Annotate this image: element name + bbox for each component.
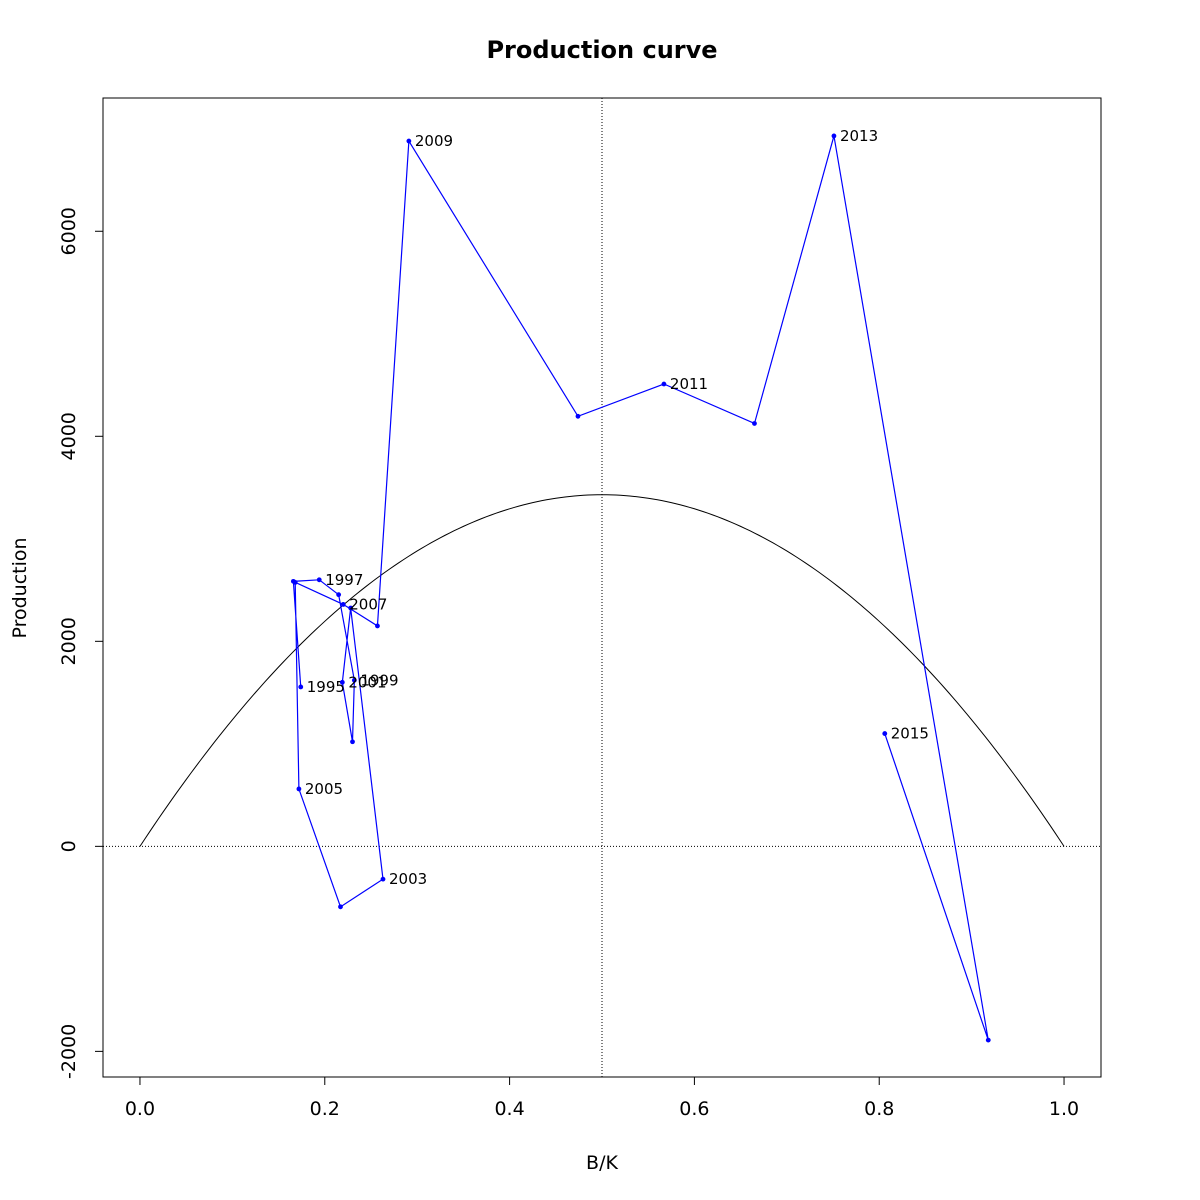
- y-axis: -2000 0 2000 4000 6000: [58, 207, 104, 1079]
- data-point-2006: [292, 579, 298, 585]
- data-point-2010: [575, 413, 581, 419]
- point-label-2001: 2001: [348, 673, 386, 691]
- point-label-2003: 2003: [389, 870, 427, 888]
- point-label-1995: 1995: [307, 678, 345, 696]
- x-axis-label: B/K: [586, 1152, 618, 1174]
- point-label-2015: 2015: [891, 725, 929, 743]
- data-point-2005: [296, 786, 302, 792]
- y-tick-label: 6000: [58, 207, 80, 255]
- data-point-2011: [661, 381, 667, 387]
- series-line: [292, 135, 989, 1041]
- data-point-1998: [336, 592, 342, 598]
- plot-frame: [102, 97, 1102, 1078]
- data-point-2004: [338, 904, 343, 910]
- data-point-2013: [831, 133, 837, 139]
- point-label-2009: 2009: [415, 132, 453, 150]
- point-label-1999: 1999: [360, 671, 398, 689]
- data-point-2007: [340, 602, 346, 607]
- data-point-2009: [406, 138, 412, 144]
- point-label-1997: 1997: [325, 571, 363, 589]
- data-point-2000: [350, 739, 355, 745]
- data-point-2012: [752, 421, 757, 426]
- production-curve-line: [139, 494, 1065, 847]
- x-tick-label: 0.0: [125, 1098, 155, 1120]
- data-point-1995: [298, 684, 304, 690]
- data-point-2003: [380, 876, 386, 882]
- point-label-2007: 2007: [349, 595, 387, 613]
- data-point-2002: [348, 605, 354, 611]
- x-tick-label: 0.4: [494, 1098, 524, 1120]
- x-tick-label: 0.6: [679, 1098, 709, 1120]
- chart-title: Production curve: [486, 36, 717, 64]
- point-label-2011: 2011: [670, 375, 708, 393]
- point-label-2005: 2005: [305, 780, 343, 798]
- x-tick-label: 0.8: [864, 1098, 894, 1120]
- x-axis: 0.0 0.2 0.4 0.6 0.8 1.0: [125, 1076, 1079, 1120]
- production-curve: [139, 494, 1065, 847]
- data-point-2015: [882, 731, 888, 736]
- x-tick-label: 1.0: [1049, 1098, 1079, 1120]
- x-tick-label: 0.2: [310, 1098, 340, 1120]
- data-point-2014: [985, 1037, 991, 1043]
- data-point-2001: [339, 679, 345, 685]
- y-tick-label: 0: [58, 840, 80, 852]
- data-point-2008: [375, 623, 380, 629]
- point-label-2013: 2013: [840, 127, 878, 145]
- data-point-1997: [316, 577, 322, 583]
- y-axis-label: Production: [9, 537, 31, 638]
- data-point-1999: [351, 677, 357, 683]
- reference-lines: [103, 98, 1101, 1077]
- y-tick-label: -2000: [58, 1024, 80, 1079]
- y-tick-label: 2000: [58, 617, 80, 665]
- y-tick-label: 4000: [58, 412, 80, 460]
